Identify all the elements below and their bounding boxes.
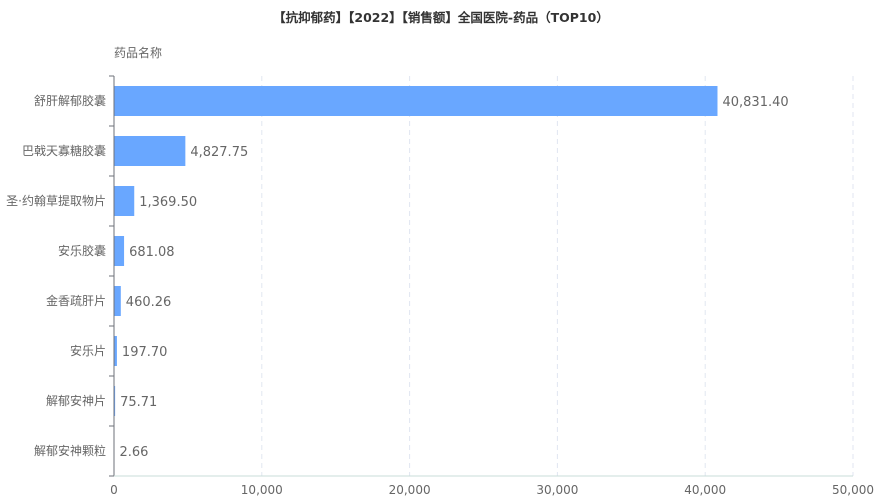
x-tick-label: 40,000 — [684, 483, 726, 497]
data-label: 197.70 — [122, 345, 167, 360]
x-tick-label: 30,000 — [536, 483, 578, 497]
data-label: 1,369.50 — [139, 195, 197, 210]
y-tick-label: 圣·约翰草提取物片 — [6, 193, 106, 208]
data-label: 40,831.40 — [722, 95, 788, 110]
x-tick-label: 10,000 — [241, 483, 283, 497]
data-label: 460.26 — [126, 295, 172, 310]
bar — [114, 136, 186, 166]
bar — [114, 336, 117, 366]
data-label: 75.71 — [120, 395, 157, 410]
y-tick-label: 安乐胶囊 — [58, 243, 106, 258]
x-tick-label: 0 — [110, 483, 118, 497]
y-axis-label: 药品名称 — [114, 45, 162, 60]
bar — [114, 186, 135, 216]
chart-title: 【抗抑郁药】【2022】【销售额】全国医院-药品（TOP10） — [273, 10, 609, 25]
y-tick-label: 舒肝解郁胶囊 — [34, 93, 106, 108]
y-tick-label: 安乐片 — [70, 343, 106, 358]
data-label: 2.66 — [120, 445, 149, 460]
data-label: 681.08 — [129, 245, 175, 260]
y-tick-label: 金香疏肝片 — [46, 293, 106, 308]
data-label: 4,827.75 — [190, 145, 248, 160]
bar — [114, 286, 121, 316]
bar — [114, 86, 718, 116]
bar — [114, 236, 125, 266]
bar — [114, 386, 116, 416]
y-tick-label: 巴戟天寡糖胶囊 — [22, 143, 106, 158]
x-tick-label: 50,000 — [832, 483, 874, 497]
y-tick-label: 解郁安神片 — [46, 393, 106, 408]
y-tick-label: 解郁安神颗粒 — [34, 443, 106, 458]
x-tick-label: 20,000 — [389, 483, 431, 497]
